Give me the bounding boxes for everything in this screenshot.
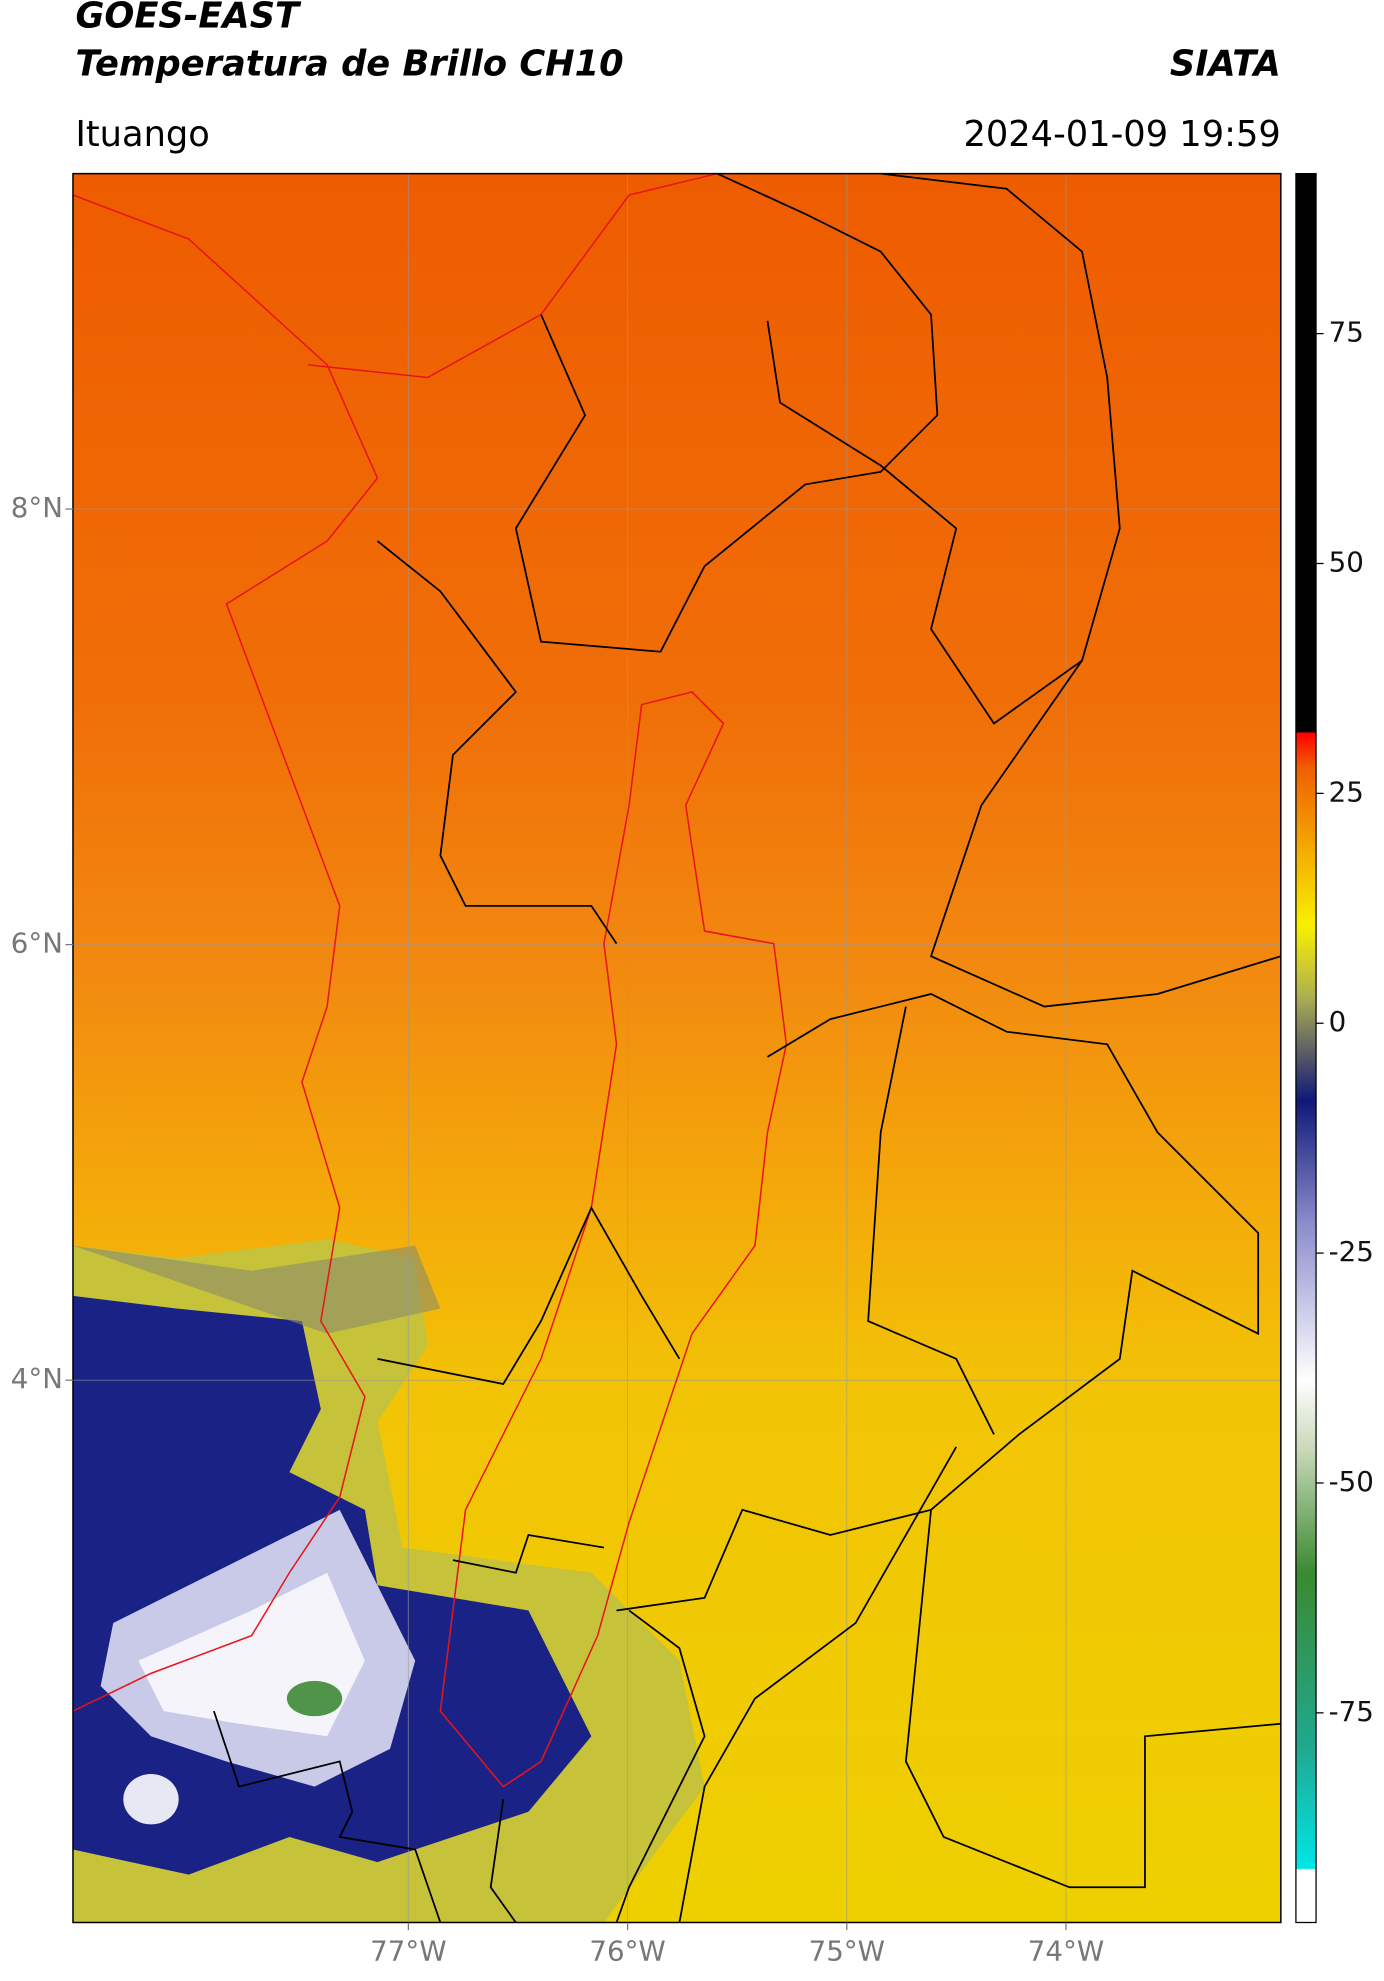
cloud-white xyxy=(123,1774,179,1825)
border xyxy=(376,540,618,945)
lon-tick-label: 76°W xyxy=(589,1935,665,1968)
border xyxy=(377,1205,681,1574)
axes: 8°N 6°N 4°N 77°W 76°W 75°W 74°W xyxy=(11,491,1104,1968)
border xyxy=(514,173,939,653)
lon-tick-label: 74°W xyxy=(1028,1935,1104,1968)
lat-tick-label: 6°N xyxy=(11,927,63,960)
border xyxy=(904,1509,1281,1889)
colorbar-tick-label: 25 xyxy=(1329,775,1364,808)
cloud-gray xyxy=(72,1245,441,1334)
colorbar-tick-label: 0 xyxy=(1329,1005,1347,1038)
border xyxy=(616,993,1260,1612)
lon-tick-label: 75°W xyxy=(809,1935,885,1968)
colorbar-tick-label: -25 xyxy=(1329,1235,1374,1268)
colorbar-tick-label: -50 xyxy=(1329,1465,1374,1498)
title: GOES-EAST xyxy=(75,0,302,37)
lon-tick-label: 77°W xyxy=(370,1935,446,1968)
colorbar xyxy=(1295,172,1317,1924)
border xyxy=(766,173,1121,725)
source: SIATA xyxy=(1170,43,1281,84)
border xyxy=(929,660,1281,1008)
border xyxy=(213,1710,517,1923)
lat-tick-label: 4°N xyxy=(11,1362,63,1395)
cloud-green xyxy=(286,1680,343,1717)
map-frame xyxy=(72,172,1282,1924)
coastline xyxy=(72,194,379,1712)
colorbar-tick-label: 75 xyxy=(1329,316,1364,349)
colorbar-ticks: 75 50 25 0 -25 -50 -75 xyxy=(1316,316,1374,1728)
location: Ituango xyxy=(75,114,209,155)
colorbar-tick-label: 50 xyxy=(1329,545,1364,578)
colorbar-tick-label: -75 xyxy=(1329,1695,1374,1728)
border xyxy=(615,1006,995,1923)
subtitle: Temperatura de Brillo CH10 xyxy=(75,43,623,84)
datetime: 2024-01-09 19:59 xyxy=(963,114,1280,155)
map xyxy=(72,173,1281,1923)
lat-tick-label: 8°N xyxy=(11,491,63,524)
region-outline xyxy=(439,691,788,1788)
cloud-navy xyxy=(72,1358,164,1435)
